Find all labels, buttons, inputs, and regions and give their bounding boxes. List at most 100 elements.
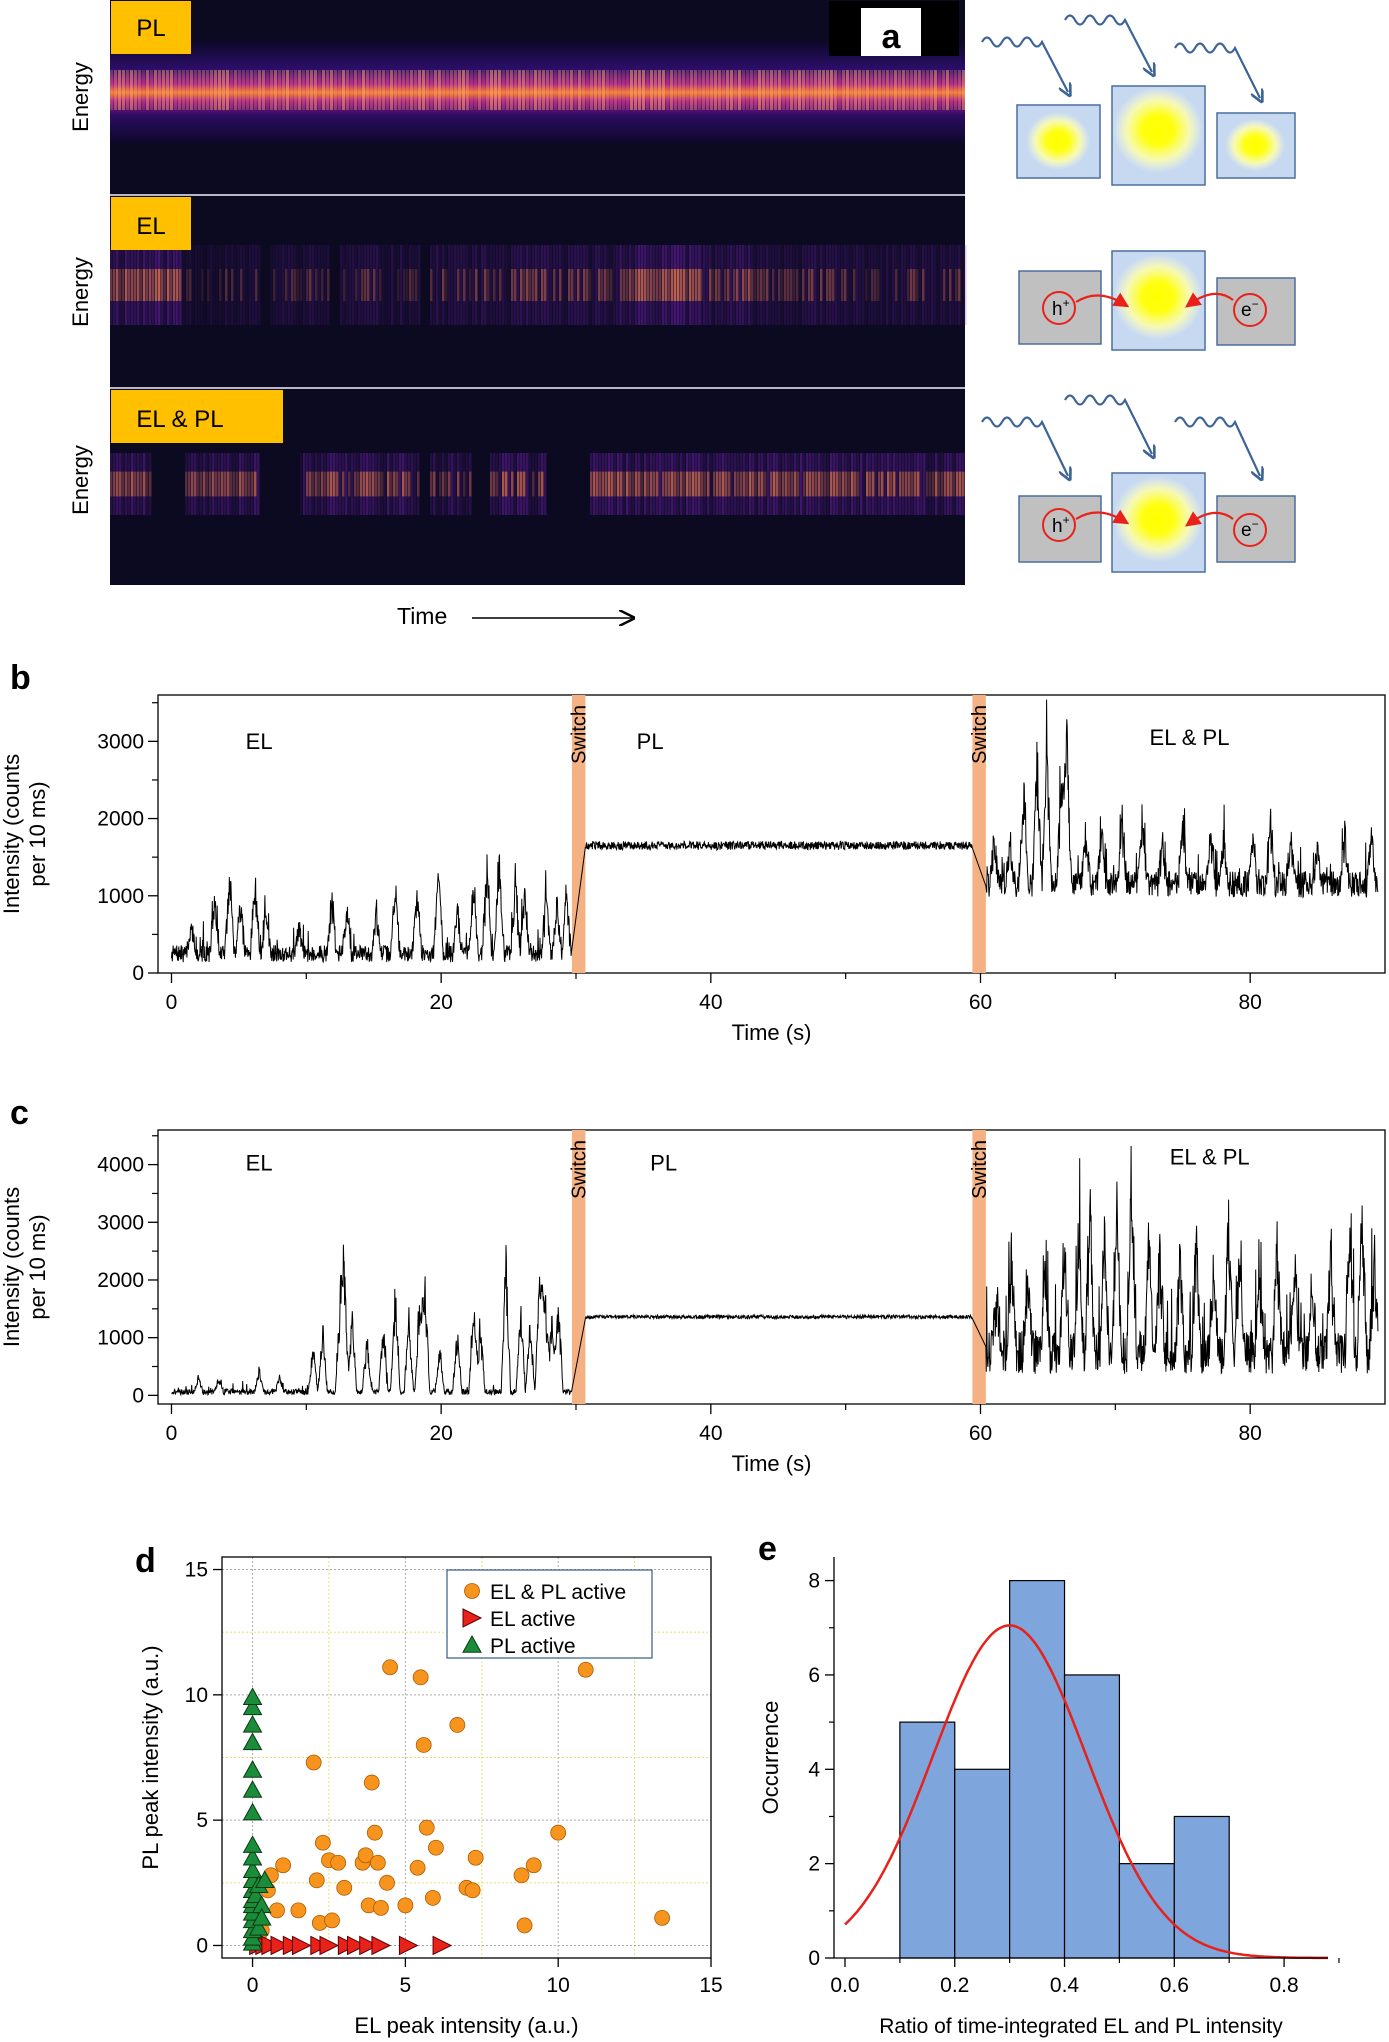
spectral-stripe: [902, 70, 905, 110]
spectral-stripe: [291, 245, 294, 325]
spectral-stripe: [502, 245, 505, 325]
spectral-stripe: [779, 471, 782, 497]
spectral-stripe: [594, 70, 597, 110]
spectral-stripe: [544, 245, 547, 325]
spectral-stripe: [618, 70, 621, 110]
spectral-stripe: [154, 70, 157, 110]
excitation-light-wave: [981, 36, 1068, 93]
spectral-stripe: [409, 245, 412, 325]
spectral-stripe: [358, 245, 361, 325]
spectral-stripe: [128, 453, 131, 515]
spectral-stripe: [937, 245, 940, 325]
spectral-stripe: [823, 245, 826, 325]
spectral-stripe: [209, 453, 212, 515]
spectral-stripe: [887, 471, 890, 497]
spectral-stripe: [490, 471, 493, 497]
spectral-stripe: [755, 471, 758, 497]
spectral-stripe: [125, 453, 128, 515]
spectral-stripe: [670, 70, 673, 110]
y-tick-label: 2: [808, 1853, 820, 1876]
spectral-stripe: [202, 70, 205, 110]
spectral-stripe: [470, 70, 473, 110]
spectral-stripe: [379, 245, 382, 325]
spectral-stripe: [327, 471, 330, 497]
spectral-stripe: [330, 471, 333, 497]
spectral-stripe: [632, 471, 635, 497]
spectral-stripe: [902, 471, 905, 497]
region-label: EL: [246, 1150, 273, 1175]
spectral-stripe: [784, 269, 787, 301]
spectral-stripe: [718, 269, 721, 301]
spectral-stripe: [659, 245, 662, 325]
spectral-stripe: [626, 245, 629, 325]
spectral-stripe: [194, 453, 197, 515]
spectral-stripe: [830, 70, 833, 110]
spectral-stripe: [382, 70, 385, 110]
spectral-stripe: [146, 269, 149, 301]
spectral-stripe: [547, 245, 550, 325]
data-point: [449, 1717, 466, 1733]
spectral-stripe: [399, 453, 402, 515]
spectral-stripe: [766, 70, 769, 110]
spectral-stripe: [297, 245, 300, 325]
spectral-stripe: [677, 453, 680, 515]
spectral-stripe: [623, 245, 626, 325]
spectral-stripe: [315, 471, 318, 497]
data-point: [379, 1874, 395, 1891]
spectral-stripe: [396, 471, 399, 497]
spectral-stripe: [910, 269, 913, 301]
spectral-stripe: [785, 471, 788, 497]
spectral-stripe: [321, 269, 324, 301]
x-axis-label: Ratio of time-integrated EL and PL inten…: [879, 2015, 1283, 2038]
spectral-stripe: [938, 453, 941, 515]
spectral-stripe: [752, 471, 755, 497]
spectral-stripe: [544, 269, 547, 301]
spectral-stripe: [306, 471, 309, 497]
spectral-stripe: [824, 471, 827, 497]
x-axis-label: Time (s): [732, 1451, 812, 1476]
spectral-stripe: [619, 245, 622, 325]
spectral-stripe: [203, 453, 206, 515]
spectral-stripe: [706, 70, 709, 110]
spectral-stripe: [523, 245, 526, 325]
spectral-stripe: [704, 471, 707, 497]
data-point: [412, 1669, 429, 1686]
spectral-stripe: [793, 269, 796, 301]
excitation-light-wave: [1064, 14, 1152, 73]
spectral-stripe: [865, 245, 868, 325]
spectral-stripe: [300, 245, 303, 325]
spectral-stripe: [793, 245, 796, 325]
spectral-stripe: [788, 471, 791, 497]
spectral-stripe: [724, 269, 727, 301]
spectral-stripe: [206, 471, 209, 497]
spectral-stripe: [829, 269, 832, 301]
spectral-stripe: [760, 269, 763, 301]
spectral-stripe: [919, 245, 922, 325]
spectral-stripe: [644, 471, 647, 497]
spectral-stripe: [306, 70, 309, 110]
spectral-stripe: [212, 471, 215, 497]
spectral-stripe: [462, 70, 465, 110]
spectral-stripe: [541, 471, 544, 497]
spectral-stripe: [634, 70, 637, 110]
spectral-stripe: [926, 70, 929, 110]
spectral-stripe: [514, 453, 517, 515]
spectral-stripe: [550, 70, 553, 110]
spectral-stripe: [318, 471, 321, 497]
spectral-stripe: [494, 70, 497, 110]
spectral-stripe: [360, 471, 363, 497]
spectral-stripe: [686, 70, 689, 110]
spectral-stripe: [201, 269, 204, 301]
spectral-stripe: [665, 269, 668, 301]
x-tick-label: 0.0: [830, 1974, 859, 1997]
spectral-stripe: [218, 453, 221, 515]
spectral-stripe: [378, 471, 381, 497]
spectral-stripe: [535, 245, 538, 325]
spectral-stripe: [577, 269, 580, 301]
spectral-stripe: [632, 245, 635, 325]
spectral-stripe: [797, 471, 800, 497]
spectral-stripe: [742, 70, 745, 110]
spectral-stripe: [853, 269, 856, 301]
data-point: [432, 1935, 453, 1956]
spectral-stripe: [641, 269, 644, 301]
